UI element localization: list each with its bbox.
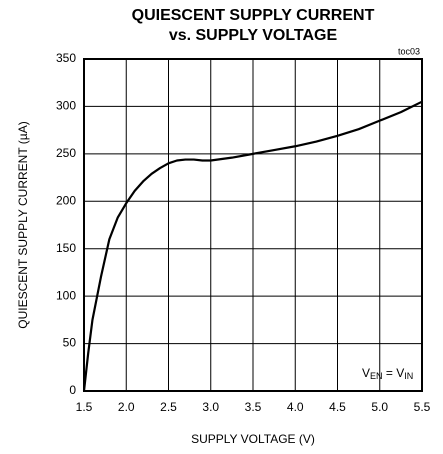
x-tick-label: 3.0 [202, 400, 219, 414]
y-tick-label: 200 [56, 193, 76, 207]
y-tick-label: 300 [56, 99, 76, 113]
y-axis-label: QUIESCENT SUPPLY CURRENT (µA) [16, 121, 30, 328]
y-tick-label: 50 [63, 336, 77, 350]
chart-title: QUIESCENT SUPPLY CURRENT [132, 7, 375, 24]
y-tick-label: 150 [56, 241, 76, 255]
y-tick-label: 100 [56, 288, 76, 302]
y-tick-label: 0 [69, 383, 76, 397]
x-tick-label: 5.0 [371, 400, 388, 414]
x-tick-label: 4.5 [329, 400, 346, 414]
y-tick-label: 350 [56, 51, 76, 65]
annotation-part: V [362, 366, 370, 380]
chart-title: vs. SUPPLY VOLTAGE [169, 27, 338, 44]
annotation-part: EN [370, 371, 383, 381]
annotation-part: = V [383, 366, 405, 380]
x-tick-label: 3.5 [245, 400, 262, 414]
y-tick-label: 250 [56, 146, 76, 160]
x-tick-label: 2.0 [118, 400, 135, 414]
x-tick-label: 5.5 [414, 400, 431, 414]
annotation: VEN = VIN [362, 366, 413, 381]
figure-id: toc03 [398, 46, 420, 56]
x-tick-label: 4.0 [287, 400, 304, 414]
x-tick-label: 1.5 [76, 400, 93, 414]
x-tick-label: 2.5 [160, 400, 177, 414]
x-axis-label: SUPPLY VOLTAGE (V) [191, 432, 315, 446]
annotation-part: IN [404, 371, 413, 381]
line [82, 100, 423, 392]
plot-border [83, 58, 423, 392]
